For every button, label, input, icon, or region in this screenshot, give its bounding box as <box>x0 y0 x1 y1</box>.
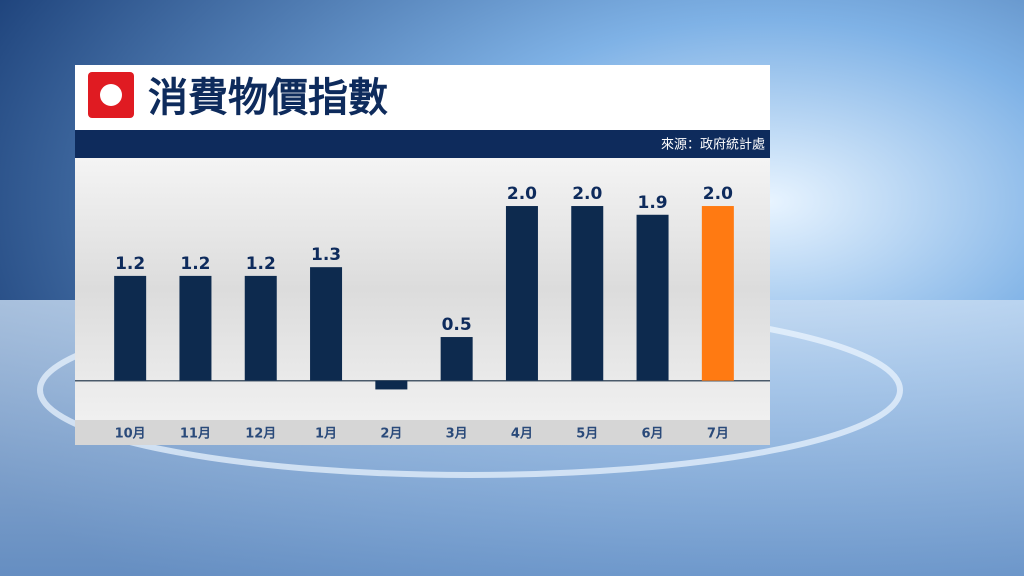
x-tick-label: 10月 <box>115 427 146 442</box>
bar <box>701 206 734 381</box>
flag-flower <box>100 84 122 106</box>
bar <box>636 214 669 381</box>
x-tick-label: 1月 <box>315 427 337 442</box>
x-tick-label: 7月 <box>707 427 729 442</box>
value-label: 1.9 <box>637 193 667 213</box>
source-band <box>75 130 770 158</box>
bar <box>114 275 147 381</box>
value-label: 2.0 <box>703 184 733 204</box>
value-label: 2.0 <box>572 184 602 204</box>
x-tick-label: 11月 <box>180 427 211 442</box>
value-label: 1.3 <box>311 245 341 265</box>
bar <box>310 267 343 381</box>
value-label: 1.2 <box>115 254 145 274</box>
x-tick-label: 2月 <box>380 427 402 442</box>
value-label: 0.5 <box>442 315 472 335</box>
value-label: 2.0 <box>507 184 537 204</box>
chart-title: 消費物價指數 <box>148 75 388 121</box>
bar <box>571 206 604 381</box>
bar <box>440 337 473 381</box>
x-tick-label: 5月 <box>576 427 598 442</box>
bar <box>244 275 277 381</box>
value-label: 1.2 <box>180 254 210 274</box>
x-tick-label: 12月 <box>245 427 276 442</box>
x-tick-label: 6月 <box>642 427 664 442</box>
bar <box>375 380 408 390</box>
source: 來源：政府統計處 <box>661 137 765 153</box>
bar <box>505 206 538 381</box>
bar <box>179 275 212 381</box>
x-tick-label: 3月 <box>446 427 468 442</box>
category-band <box>75 420 770 445</box>
value-label: 1.2 <box>246 254 276 274</box>
x-tick-label: 4月 <box>511 427 533 442</box>
